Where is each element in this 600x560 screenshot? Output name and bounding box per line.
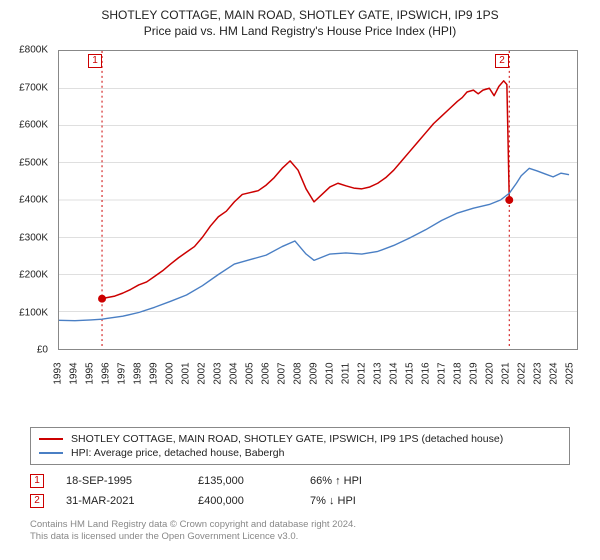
- x-tick-label: 2002: [197, 362, 208, 384]
- x-tick-label: 2020: [485, 362, 496, 384]
- x-tick-label: 1995: [85, 362, 96, 384]
- y-tick-label: £600K: [19, 120, 48, 131]
- events-table: 1 18-SEP-1995 £135,000 66% ↑ HPI 2 31-MAR-202…: [30, 471, 570, 511]
- x-tick-label: 1999: [149, 362, 160, 384]
- legend-label: HPI: Average price, detached house, Babe…: [71, 447, 284, 459]
- x-tick-label: 1998: [133, 362, 144, 384]
- x-tick-label: 2014: [389, 362, 400, 384]
- x-tick-label: 2017: [437, 362, 448, 384]
- chart-area: £0 £100K £200K £300K £400K £500K £600K £700K £80…: [10, 46, 590, 391]
- event-diff: 7% ↓ HPI: [310, 495, 410, 507]
- x-tick-label: 2003: [213, 362, 224, 384]
- footer-line: This data is licensed under the Open Gov…: [30, 531, 570, 543]
- x-tick-label: 2013: [373, 362, 384, 384]
- y-tick-label: £100K: [19, 307, 48, 318]
- x-tick-label: 2021: [501, 362, 512, 384]
- x-tick-label: 1994: [69, 362, 80, 384]
- event-marker-box: 1: [88, 54, 102, 68]
- x-tick-label: 2016: [421, 362, 432, 384]
- legend-swatch: [39, 452, 63, 454]
- x-tick-label: 2004: [229, 362, 240, 384]
- x-tick-label: 2012: [357, 362, 368, 384]
- event-marker-box: 2: [495, 54, 509, 68]
- event-row: 2 31-MAR-2021 £400,000 7% ↓ HPI: [30, 491, 570, 511]
- footer-attribution: Contains HM Land Registry data © Crown c…: [30, 519, 570, 544]
- x-tick-label: 2023: [533, 362, 544, 384]
- plot-area: [58, 50, 578, 350]
- legend-row: HPI: Average price, detached house, Babe…: [39, 446, 561, 460]
- legend-row: SHOTLEY COTTAGE, MAIN ROAD, SHOTLEY GATE…: [39, 432, 561, 446]
- x-tick-label: 2024: [549, 362, 560, 384]
- x-tick-label: 1997: [117, 362, 128, 384]
- chart-titles: SHOTLEY COTTAGE, MAIN ROAD, SHOTLEY GATE…: [0, 0, 600, 42]
- x-tick-label: 2019: [469, 362, 480, 384]
- x-tick-label: 2011: [341, 363, 352, 385]
- y-tick-label: £800K: [19, 45, 48, 56]
- x-tick-label: 2010: [325, 362, 336, 384]
- x-tick-label: 2009: [309, 362, 320, 384]
- y-tick-label: £500K: [19, 157, 48, 168]
- legend-swatch: [39, 438, 63, 440]
- event-date: 18-SEP-1995: [66, 475, 176, 487]
- legend-label: SHOTLEY COTTAGE, MAIN ROAD, SHOTLEY GATE…: [71, 433, 503, 445]
- x-tick-label: 2008: [293, 362, 304, 384]
- y-tick-label: £400K: [19, 195, 48, 206]
- x-tick-label: 2005: [245, 362, 256, 384]
- event-date: 31-MAR-2021: [66, 495, 176, 507]
- x-tick-label: 2022: [517, 362, 528, 384]
- x-tick-label: 2015: [405, 362, 416, 384]
- footer-line: Contains HM Land Registry data © Crown c…: [30, 519, 570, 531]
- x-tick-label: 1996: [101, 362, 112, 384]
- y-tick-label: £0: [37, 345, 48, 356]
- chart-subtitle: Price paid vs. HM Land Registry's House …: [10, 24, 590, 38]
- x-tick-label: 1993: [53, 362, 64, 384]
- y-tick-label: £200K: [19, 270, 48, 281]
- x-tick-label: 2018: [453, 362, 464, 384]
- event-price: £135,000: [198, 475, 288, 487]
- y-tick-label: £300K: [19, 232, 48, 243]
- x-tick-label: 2025: [565, 362, 576, 384]
- y-tick-label: £700K: [19, 82, 48, 93]
- x-tick-label: 2006: [261, 362, 272, 384]
- event-marker-num: 1: [30, 474, 44, 488]
- event-price: £400,000: [198, 495, 288, 507]
- legend: SHOTLEY COTTAGE, MAIN ROAD, SHOTLEY GATE…: [30, 427, 570, 465]
- x-tick-label: 2000: [165, 362, 176, 384]
- x-tick-label: 2001: [181, 362, 192, 384]
- x-tick-label: 2007: [277, 362, 288, 384]
- event-row: 1 18-SEP-1995 £135,000 66% ↑ HPI: [30, 471, 570, 491]
- chart-title: SHOTLEY COTTAGE, MAIN ROAD, SHOTLEY GATE…: [10, 8, 590, 22]
- event-diff: 66% ↑ HPI: [310, 475, 410, 487]
- event-marker-num: 2: [30, 494, 44, 508]
